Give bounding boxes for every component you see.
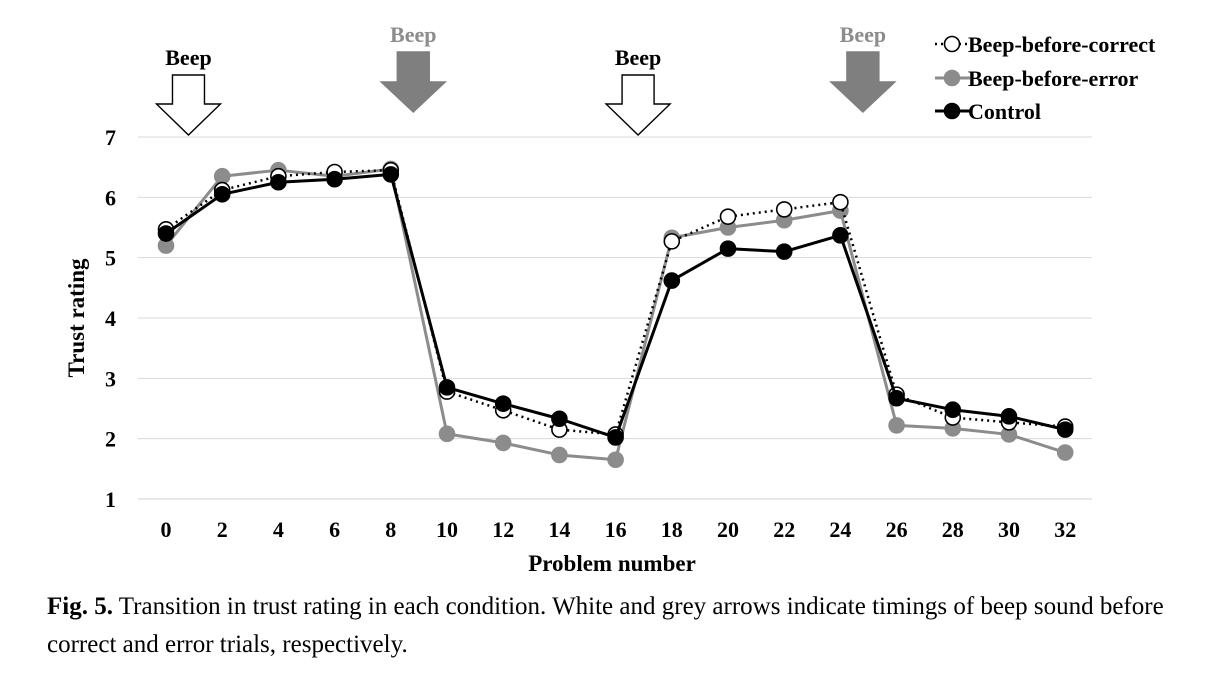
beep-arrow-grey-icon [829, 51, 897, 113]
legend-marker-control [943, 102, 961, 120]
x-tick-label: 20 [717, 517, 739, 542]
y-tick-label: 7 [105, 125, 116, 150]
beep-label: Beep [615, 45, 661, 70]
beep-arrow-white-icon [154, 74, 223, 136]
beep-label: Beep [840, 22, 886, 47]
data-point-control [1056, 421, 1074, 438]
series-line-beep-before-error [164, 167, 1066, 462]
series-line-beep-before-correct [165, 168, 1066, 436]
beep-arrow-white-icon [604, 74, 672, 136]
data-point-beep-before-correct [663, 233, 681, 250]
data-point-control [719, 240, 737, 257]
x-tick-label: 24 [829, 517, 851, 542]
data-point-control [213, 186, 231, 203]
legend-label-beep-before-correct: Beep-before-correct [968, 32, 1156, 57]
x-tick-label: 26 [886, 517, 908, 542]
y-tick-label: 2 [105, 427, 116, 452]
beep-label: Beep [165, 45, 211, 70]
caption-label: Fig. 5. [47, 593, 113, 620]
data-point-control [663, 272, 681, 289]
data-point-beep-before-correct [719, 208, 737, 225]
caption-text: Transition in trust rating in each condi… [47, 593, 1164, 658]
data-point-beep-before-error [607, 451, 624, 469]
data-point-control [157, 225, 175, 242]
data-point-control [438, 379, 456, 396]
legend-marker-beep-before-error [943, 69, 961, 87]
x-axis-label: Problem number [528, 551, 696, 576]
y-tick-label: 1 [105, 487, 116, 512]
x-tick-label: 28 [942, 517, 964, 542]
x-tick-label: 0 [161, 517, 172, 542]
y-tick-label: 6 [105, 185, 116, 210]
series-line-control [165, 172, 1066, 439]
x-tick-label: 30 [998, 517, 1020, 542]
data-point-beep-before-error [551, 446, 568, 464]
beep-arrow-grey-icon [379, 51, 448, 113]
x-tick-label: 10 [436, 517, 458, 542]
data-point-control [270, 173, 287, 191]
x-tick-label: 8 [385, 517, 396, 542]
beep-annotations: Beep Beep Beep Beep [154, 22, 897, 136]
x-tick-label: 14 [548, 517, 570, 542]
y-tick-label: 4 [105, 306, 116, 331]
legend-marker-beep-before-correct [943, 35, 961, 53]
data-point-control [551, 410, 568, 428]
data-point-beep-before-error [213, 167, 231, 185]
x-tick-label: 6 [329, 517, 340, 542]
legend: Beep-before-correct Beep-before-error Cont… [935, 32, 1156, 124]
data-point-control [607, 429, 624, 446]
data-point-beep-before-error [1056, 444, 1074, 461]
data-point-beep-before-error [888, 417, 905, 434]
beep-label: Beep [390, 22, 436, 47]
y-tick-labels: 1 2 3 4 5 6 7 [105, 125, 116, 512]
x-tick-label: 4 [273, 517, 284, 542]
x-tick-label: 18 [661, 517, 683, 542]
x-tick-label: 22 [773, 517, 795, 542]
y-tick-label: 5 [105, 246, 116, 271]
data-point-control [382, 166, 400, 183]
legend-label-beep-before-error: Beep-before-error [968, 66, 1138, 91]
data-point-control [494, 395, 512, 412]
legend-label-control: Control [968, 99, 1041, 124]
gridlines [138, 136, 1092, 440]
series-layer [157, 160, 1074, 469]
data-point-beep-before-error [494, 434, 512, 452]
data-point-control [888, 389, 905, 407]
x-tick-labels: 0 2 4 6 8 10 12 14 16 18 20 22 24 26 28 30 32 [161, 517, 1077, 542]
x-tick-label: 12 [492, 517, 514, 542]
x-tick-label: 32 [1054, 517, 1076, 542]
x-tick-label: 2 [217, 517, 228, 542]
figure-caption: Fig. 5. Transition in trust rating in ea… [47, 588, 1197, 664]
data-point-control [832, 227, 849, 244]
data-point-beep-before-error [438, 425, 456, 443]
data-point-beep-before-correct [775, 201, 793, 218]
data-point-control [775, 243, 793, 260]
data-point-beep-before-correct [832, 193, 849, 211]
data-point-control [1000, 408, 1018, 425]
data-point-control [326, 170, 343, 188]
y-axis-label: Trust rating [64, 258, 89, 378]
x-tick-label: 16 [605, 517, 627, 542]
data-point-control [944, 401, 962, 419]
y-tick-label: 3 [105, 366, 116, 391]
